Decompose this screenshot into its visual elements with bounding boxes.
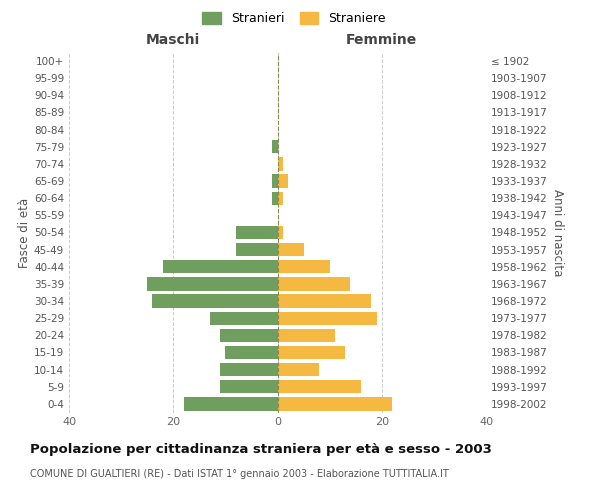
Text: Femmine: Femmine bbox=[346, 34, 418, 48]
Bar bbox=[277, 346, 345, 359]
Text: Maschi: Maschi bbox=[146, 34, 200, 48]
Bar bbox=[277, 363, 319, 376]
Legend: Stranieri, Straniere: Stranieri, Straniere bbox=[197, 7, 391, 30]
Bar bbox=[277, 260, 329, 274]
Y-axis label: Anni di nascita: Anni di nascita bbox=[551, 189, 564, 276]
Bar bbox=[147, 277, 277, 290]
Text: Popolazione per cittadinanza straniera per età e sesso - 2003: Popolazione per cittadinanza straniera p… bbox=[30, 442, 492, 456]
Bar bbox=[277, 157, 283, 170]
Bar bbox=[184, 397, 277, 410]
Bar bbox=[220, 328, 277, 342]
Bar bbox=[152, 294, 277, 308]
Bar bbox=[220, 363, 277, 376]
Bar bbox=[277, 192, 283, 205]
Bar bbox=[277, 397, 392, 410]
Bar bbox=[277, 226, 283, 239]
Bar bbox=[277, 328, 335, 342]
Bar bbox=[236, 243, 277, 256]
Bar bbox=[277, 312, 377, 325]
Bar bbox=[277, 277, 350, 290]
Bar bbox=[272, 140, 277, 153]
Bar bbox=[272, 192, 277, 205]
Bar bbox=[236, 226, 277, 239]
Bar bbox=[226, 346, 277, 359]
Text: COMUNE DI GUALTIERI (RE) - Dati ISTAT 1° gennaio 2003 - Elaborazione TUTTITALIA.: COMUNE DI GUALTIERI (RE) - Dati ISTAT 1°… bbox=[30, 469, 449, 479]
Bar bbox=[277, 380, 361, 394]
Bar bbox=[277, 294, 371, 308]
Bar bbox=[163, 260, 277, 274]
Bar bbox=[210, 312, 277, 325]
Y-axis label: Fasce di età: Fasce di età bbox=[18, 198, 31, 268]
Bar bbox=[220, 380, 277, 394]
Bar bbox=[272, 174, 277, 188]
Bar bbox=[277, 174, 288, 188]
Bar bbox=[277, 243, 304, 256]
